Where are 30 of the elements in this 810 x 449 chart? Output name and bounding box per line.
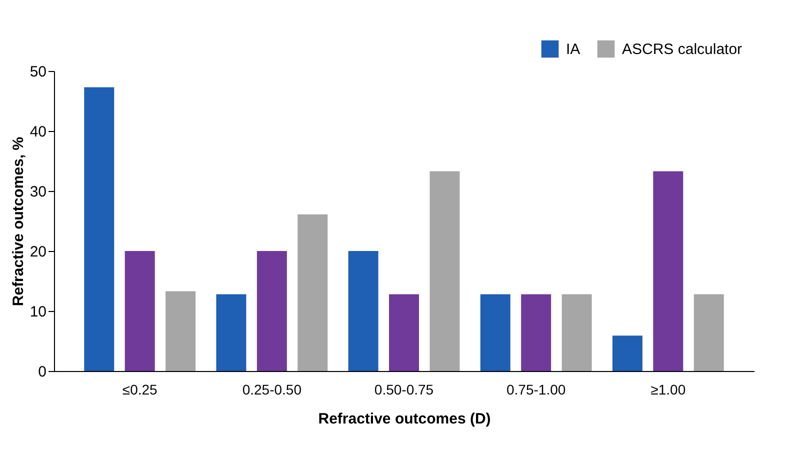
x-axis-title: Refractive outcomes (D) <box>318 410 491 428</box>
x-tick-label: 0.25-0.50 <box>242 382 302 398</box>
x-tick-label: ≥1.00 <box>650 382 686 398</box>
bar <box>480 294 510 371</box>
bar <box>216 294 246 371</box>
bar <box>653 171 684 371</box>
y-axis-title: Refractive outcomes, % <box>10 136 27 306</box>
bar <box>521 294 552 371</box>
y-tick-label: 10 <box>30 304 46 320</box>
y-tick-label: 40 <box>30 124 46 140</box>
bar <box>694 294 724 371</box>
bar <box>562 294 592 371</box>
y-tick-label: 30 <box>30 184 46 200</box>
legend-label: ASCRS calculator <box>622 41 742 58</box>
bar <box>348 251 378 371</box>
bar <box>124 251 155 371</box>
y-tick-label: 20 <box>30 244 46 260</box>
legend-label: IA <box>566 41 580 58</box>
bar <box>389 294 419 371</box>
y-tick-label: 0 <box>38 364 46 380</box>
bar <box>612 336 642 371</box>
y-tick-label: 50 <box>30 64 46 80</box>
bar <box>256 251 287 371</box>
x-tick-label: 0.50-0.75 <box>374 382 434 398</box>
bar <box>84 87 114 371</box>
bar <box>298 214 328 371</box>
x-tick-label: ≤0.25 <box>122 382 158 398</box>
x-tick-label: 0.75-1.00 <box>506 382 566 398</box>
bar <box>166 291 196 371</box>
bar <box>430 171 460 371</box>
